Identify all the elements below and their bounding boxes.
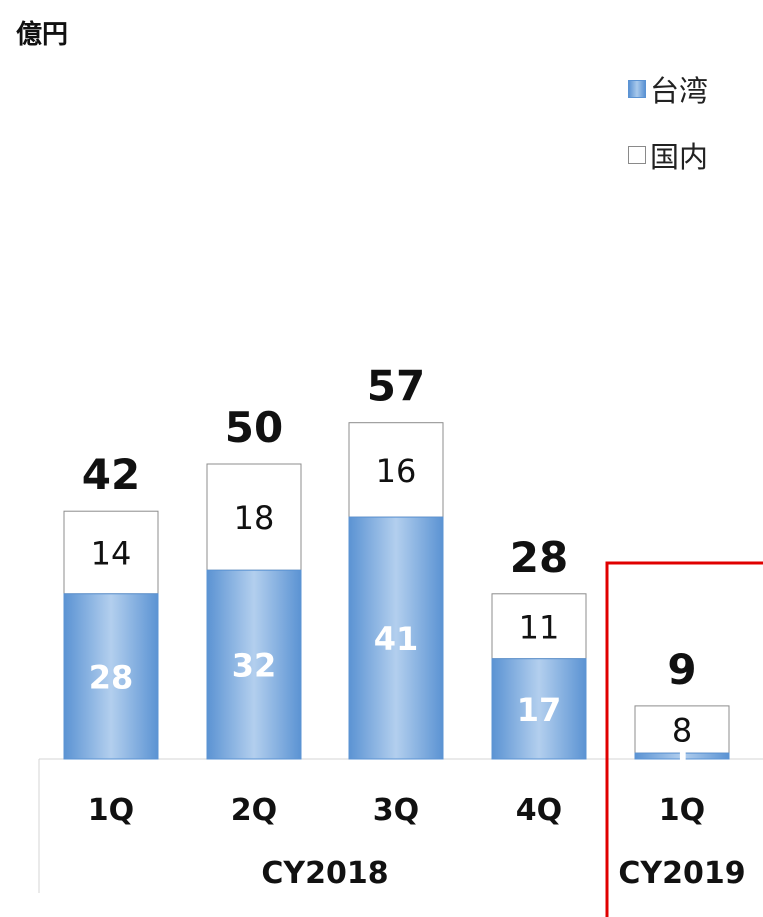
total-label-2: 50: [225, 403, 283, 452]
data-label-domestic-3: 16: [376, 452, 417, 490]
data-label-taiwan-5: 1: [671, 738, 693, 776]
data-label-domestic-1: 14: [91, 535, 132, 573]
total-label-5: 9: [667, 645, 696, 694]
bar-domestic-3: [348, 422, 444, 518]
legend: 台湾 国内: [628, 70, 708, 202]
bar-domestic-4: [491, 593, 587, 660]
group-label-cy2019: CY2019: [618, 856, 745, 891]
legend-swatch-domestic: [628, 146, 646, 164]
unit-label: 億円: [16, 20, 69, 50]
data-label-taiwan-1: 28: [89, 658, 134, 696]
category-label-1: 1Q: [88, 793, 134, 828]
data-label-taiwan-4: 17: [517, 691, 562, 729]
bar-domestic-2: [206, 463, 302, 571]
category-label-2: 2Q: [231, 793, 277, 828]
total-label-4: 28: [510, 533, 568, 582]
category-label-3: 3Q: [373, 793, 419, 828]
bar-domestic-1: [63, 510, 159, 595]
data-label-taiwan-3: 41: [374, 620, 419, 658]
bar-domestic-5: [634, 705, 730, 754]
bar-taiwan-4: [491, 658, 587, 760]
data-label-domestic-4: 11: [519, 608, 560, 646]
data-label-domestic-2: 18: [234, 499, 275, 537]
data-label-domestic-5: 8: [672, 712, 692, 750]
legend-item-domestic: 国内: [628, 136, 708, 174]
total-label-3: 57: [367, 362, 425, 411]
group-label-cy2018: CY2018: [261, 856, 388, 891]
legend-item-taiwan: 台湾: [628, 70, 708, 108]
legend-label-domestic: 国内: [650, 140, 709, 174]
highlight-box-cy2019: [605, 561, 763, 917]
bar-taiwan-1: [63, 593, 159, 760]
total-label-1: 42: [82, 450, 140, 499]
category-label-5: 1Q: [659, 793, 705, 828]
bar-taiwan-5: [634, 752, 730, 760]
category-label-4: 4Q: [516, 793, 562, 828]
bar-taiwan-3: [348, 516, 444, 760]
legend-swatch-taiwan: [628, 80, 646, 98]
bar-taiwan-2: [206, 569, 302, 760]
data-label-taiwan-2: 32: [232, 647, 277, 685]
legend-label-taiwan: 台湾: [650, 74, 709, 108]
